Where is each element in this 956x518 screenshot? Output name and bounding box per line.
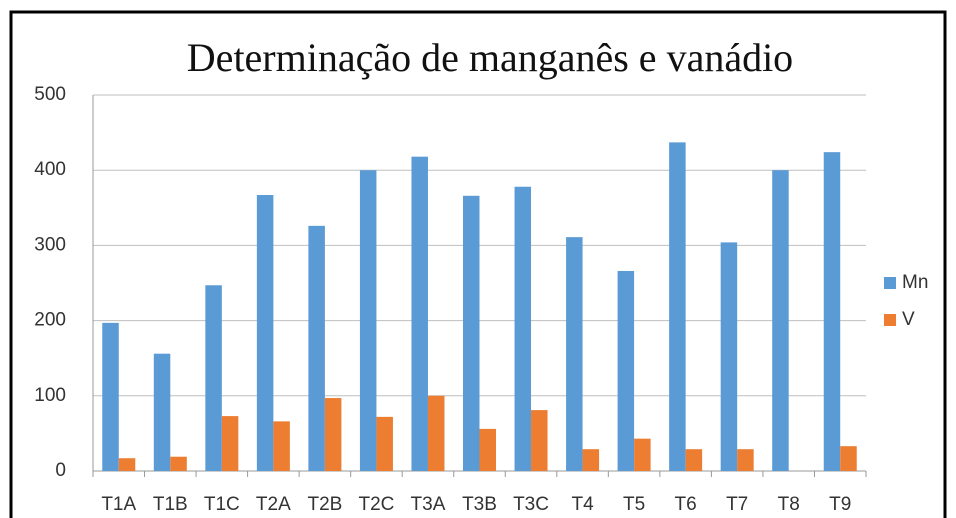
bar <box>359 170 377 471</box>
legend-label: Mn <box>902 272 928 293</box>
bar <box>308 225 325 471</box>
x-tick-label: T6 <box>675 494 697 515</box>
x-tick-label: T3A <box>411 494 446 515</box>
bar <box>840 446 857 471</box>
x-tick-label: T5 <box>623 494 645 515</box>
bar <box>205 285 222 471</box>
bar <box>427 395 445 471</box>
x-tick-label: T8 <box>778 494 800 515</box>
bar <box>170 456 187 471</box>
bar <box>153 353 171 471</box>
y-tick-label: 300 <box>34 234 66 255</box>
bar <box>531 410 548 471</box>
x-tick-label: T1A <box>101 494 136 515</box>
x-tick-label: T1C <box>204 494 240 515</box>
bar <box>221 416 239 471</box>
bar <box>324 398 342 471</box>
bar <box>273 421 290 471</box>
x-tick-label: T3C <box>513 494 549 515</box>
bar <box>685 449 703 471</box>
y-tick-label: 500 <box>34 84 66 105</box>
x-tick-label: T9 <box>829 494 851 515</box>
legend-label: V <box>902 309 915 330</box>
bar <box>463 195 480 471</box>
bar <box>256 195 274 472</box>
bar <box>582 449 600 471</box>
bar <box>102 322 119 471</box>
bar <box>617 270 635 471</box>
x-tick-label: T4 <box>571 494 594 515</box>
bar <box>376 416 393 471</box>
bar <box>514 186 532 471</box>
bar <box>411 156 428 471</box>
legend-swatch <box>884 277 896 289</box>
x-tick-label: T7 <box>726 494 748 515</box>
chart-title: Determinação de manganês e vanádio <box>187 35 793 80</box>
bar <box>669 142 686 471</box>
bar <box>737 449 754 471</box>
x-tick-label: T1B <box>153 494 188 515</box>
bar <box>634 438 651 471</box>
x-tick-label: T2B <box>307 494 342 515</box>
bar <box>772 170 789 471</box>
bar <box>720 242 738 471</box>
x-tick-label: T3B <box>462 494 497 515</box>
legend-swatch <box>884 314 896 326</box>
bar <box>118 458 136 471</box>
y-tick-label: 0 <box>55 460 66 481</box>
x-tick-label: T2C <box>358 494 394 515</box>
y-tick-label: 100 <box>34 385 66 406</box>
x-tick-label: T2A <box>256 494 291 515</box>
bar <box>566 237 583 471</box>
bar <box>479 428 496 471</box>
bar <box>823 152 841 472</box>
y-tick-label: 200 <box>34 310 66 331</box>
y-tick-label: 400 <box>34 159 66 180</box>
